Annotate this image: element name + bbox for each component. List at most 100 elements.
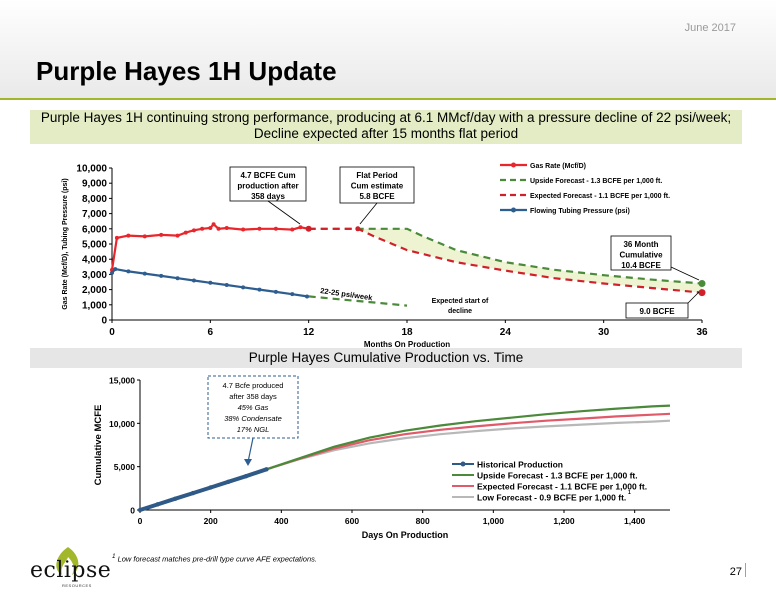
chart1-flat-annotation-text: 5.8 BCFE [359,192,395,201]
chart1-tubing-pressure-point [126,269,131,274]
chart1-legend-label: Flowing Tubing Pressure (psi) [530,208,630,215]
chart1-bcfe9-annotation-box [625,302,689,319]
chart1-gas-rate-point [216,226,221,231]
chart2-x-tick-label: 800 [416,516,430,526]
chart1-tubing-pressure-point [110,270,114,275]
chart1-gas-rate-point [290,227,295,232]
chart2-annotation-text: 45% Gas [238,403,269,412]
header-date: June 2017 [684,22,736,34]
banner-line-2: Decline expected after 15 months flat pe… [253,126,519,141]
chart1-upside-forecast-line [308,227,703,285]
chart1-gas-rate-point [191,228,196,233]
chart2-x-tick-label: 0 [138,516,143,526]
chart2-x-tick-label: 1,200 [553,516,575,526]
chart1-y-tick-label: 4,000 [82,255,107,266]
chart1-x-tick-label: 24 [500,327,512,338]
footnote: 1 Low forecast matches pre-drill type cu… [112,553,317,564]
chart1-tubing-pressure-point [241,285,246,290]
chart1-legend-marker [511,207,516,213]
chart1-gas-rate-point [114,235,119,240]
chart1-legend-marker [511,162,516,168]
chart2-historical-point [264,467,269,472]
chart1-gas-rate-point [241,227,246,232]
page-number-bar [744,563,746,577]
chart2-y-axis-label: Cumulative MCFE [93,405,104,486]
chart2-title: Purple Hayes Cumulative Production vs. T… [30,348,742,368]
chart2-historical-point [243,474,249,479]
chart1-legend-label: Gas Rate (Mcf/D) [530,163,586,170]
chart2-x-tick-label: 200 [204,516,218,526]
chart2-legend-label: Upside Forecast - 1.3 BCFE per 1,000 ft. [477,471,638,481]
chart1-bcfe9-annotation-arrow [687,291,700,304]
chart1-y-tick-label: 5,000 [82,240,107,251]
chart1-flat-annotation-text: Cum estimate [351,182,404,191]
chart1-cum36-annotation-text: 36 Month [623,240,658,249]
chart1-cum36-annotation-text: Cumulative [619,251,663,260]
chart2-legend-marker [460,461,466,467]
chart1-tubing-pressure-point [305,294,310,299]
banner-line-1: Purple Hayes 1H continuing strong perfor… [40,110,732,125]
chart1-flat-annotation-box [339,166,415,204]
chart1-cum-annotation-text: production after [237,182,298,191]
chart1-gas-rate-point [142,234,147,239]
chart2-low-forecast-line [266,419,671,471]
chart1-gas-rate-point [126,233,131,238]
chart1-tubing-pressure-point [273,289,278,294]
chart1-gas-rate-point [273,226,278,231]
chart2-historical-point [173,496,178,501]
chart2-legend-label: Expected Forecast - 1.1 BCFE per 1,000 f… [477,482,647,492]
chart2-historical-line [139,467,268,512]
chart1-tubing-pressure-point [142,271,147,276]
chart2-annotation-arrowhead [244,459,252,466]
page-title: Purple Hayes 1H Update [36,56,337,86]
chart1-gas-rate-point [200,226,205,231]
chart1-cum36-annotation-box [610,235,672,271]
chart2-x-tick-label: 1,400 [624,516,646,526]
chart1-forecast-band [308,228,702,293]
logo-subtext: RESOURCES [62,583,92,588]
page-number: 27 [729,566,742,578]
chart1-y-tick-label: 0 [101,316,107,327]
chart1-x-tick-label: 12 [303,327,315,338]
chart1-tubing-pressure-point [208,280,213,285]
chart2-annotation-text: 17% NGL [237,425,270,434]
chart2-annotation-box [207,375,299,439]
chart1-flat-end-marker [355,226,361,232]
chart2-annotation-text: 38% Condensate [224,414,282,423]
chart1-gas-rate-line [110,222,309,270]
summary-banner: Purple Hayes 1H continuing strong perfor… [30,110,742,144]
chart1-decline-label: decline [448,308,472,315]
chart1-upside-end-marker [698,280,706,288]
header-background [0,0,776,98]
chart1-tubing-pressure-line [111,267,308,298]
chart1-x-tick-label: 6 [208,327,214,338]
chart1-cum-annotation-text: 4.7 BCFE Cum [240,171,295,180]
logo-wordmark: eclipse [30,558,112,583]
chart2-y-tick-label: 15,000 [109,376,135,386]
chart2-expected-forecast-line [266,412,671,471]
chart2-historical-point [137,507,143,513]
chart1-gas-rate-point [298,225,303,230]
chart2-x-tick-label: 1,000 [483,516,505,526]
chart2-x-axis-label: Days On Production [362,530,449,540]
chart1-decline-label: Expected start of [432,298,489,305]
chart1-expected-forecast-line [308,227,703,294]
chart1-y-tick-label: 1,000 [82,300,107,311]
chart1-cum-annotation-text: 358 days [251,192,285,201]
chart1-tubing-pressure-point [113,267,118,272]
chart1-bcfe9-annotation-text: 9.0 BCFE [639,307,675,316]
chart1-y-tick-label: 9,000 [82,179,107,190]
chart1-gas-rate-point [208,226,213,231]
chart2-x-tick-label: 400 [274,516,288,526]
chart1-y-tick-label: 10,000 [76,164,107,175]
chart1-gas-rate-point [183,230,188,235]
chart1-cum-annotation-box [229,166,307,202]
chart2-upside-forecast-line [266,404,671,471]
chart1-pressure-extrapolation-line [308,295,408,307]
chart1-y-tick-label: 3,000 [82,270,107,281]
chart1-x-tick-label: 0 [109,327,115,338]
chart1-flat-annotation-arrow [359,202,378,225]
chart1-gas-rate-point [257,226,262,231]
footnote-mark: 1 [112,553,116,560]
